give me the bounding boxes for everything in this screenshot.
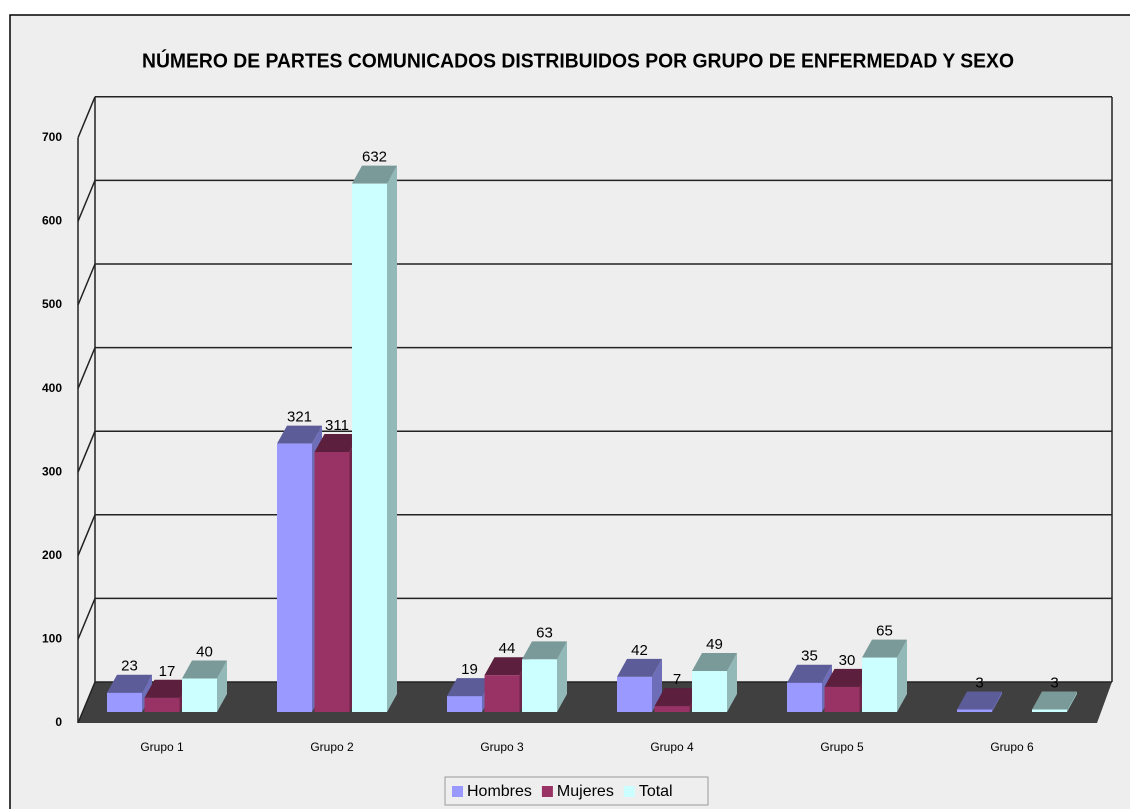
bar-side	[727, 653, 737, 712]
value-label: 311	[325, 417, 349, 434]
y-tick-label: 700	[42, 130, 62, 144]
bar-top	[314, 434, 360, 453]
grid-line	[77, 681, 96, 724]
bar-top	[522, 641, 567, 660]
bar	[654, 706, 690, 712]
value-label: 35	[801, 648, 818, 665]
bar-top	[277, 425, 322, 444]
bar-top	[484, 657, 530, 676]
value-label: 19	[461, 661, 478, 678]
bar-side	[897, 639, 907, 712]
value-label: 40	[196, 644, 213, 661]
bar	[692, 671, 727, 712]
legend	[444, 776, 709, 806]
bar-top	[107, 674, 152, 693]
bar	[352, 183, 387, 712]
y-tick-label: 200	[42, 548, 62, 562]
bar-top	[352, 165, 397, 184]
bar	[144, 697, 180, 712]
x-tick-label: Grupo 6	[990, 740, 1034, 754]
y-tick-label: 500	[42, 297, 62, 311]
legend-label: Total	[639, 783, 673, 800]
bar-top	[447, 678, 492, 697]
legend-swatch	[541, 786, 553, 797]
bar-top	[824, 668, 870, 687]
value-label: 63	[536, 624, 553, 641]
value-label: 42	[631, 642, 648, 659]
x-tick-label: Grupo 4	[650, 740, 694, 754]
grid-line	[77, 598, 96, 640]
value-label: 3	[1050, 674, 1058, 691]
bar	[182, 678, 217, 712]
grid-line	[77, 514, 96, 557]
bar	[957, 709, 992, 712]
bar	[617, 676, 652, 712]
bar	[314, 452, 350, 712]
bar	[1032, 709, 1067, 712]
value-label: 49	[706, 636, 723, 653]
x-tick-label: Grupo 2	[310, 740, 354, 754]
legend-swatch	[452, 786, 463, 797]
y-tick-label: 400	[42, 381, 62, 395]
y-tick-label: 0	[55, 715, 62, 729]
grid-line	[77, 180, 96, 222]
value-label: 7	[673, 671, 681, 688]
bar-top	[957, 691, 1002, 710]
bar	[824, 686, 860, 712]
bar-top	[654, 688, 700, 707]
bar-top	[144, 679, 190, 698]
chart-title: NÚMERO DE PARTES COMUNICADOS DISTRIBUIDO…	[142, 48, 1014, 72]
bar-top	[787, 664, 832, 683]
value-label: 321	[287, 409, 312, 426]
bar-top	[692, 653, 737, 672]
legend-label: Hombres	[467, 783, 532, 800]
value-label: 65	[876, 623, 893, 640]
bar	[107, 692, 142, 712]
grid-line	[77, 96, 96, 139]
x-tick-label: Grupo 1	[140, 740, 184, 754]
bar-side	[387, 165, 397, 712]
bar	[522, 659, 557, 712]
value-label: 30	[839, 652, 856, 669]
bar-side	[992, 691, 1002, 712]
bar	[787, 682, 822, 712]
bar	[447, 696, 482, 712]
grid-line	[77, 263, 96, 306]
bar	[484, 675, 520, 712]
value-label: 632	[362, 149, 387, 166]
y-tick-label: 300	[42, 464, 62, 478]
x-tick-label: Grupo 5	[820, 740, 864, 754]
grid-line	[77, 347, 96, 389]
legend-label: Mujeres	[557, 783, 614, 800]
bar-top	[182, 660, 227, 679]
bar-side	[1067, 691, 1077, 712]
bar-top	[617, 658, 662, 677]
bar-top	[1032, 691, 1077, 710]
value-label: 44	[499, 640, 516, 657]
floor	[78, 682, 1112, 723]
bar-side	[652, 658, 662, 712]
bar	[862, 657, 897, 712]
bar	[277, 443, 312, 712]
grid-line	[77, 430, 96, 473]
bar-side	[217, 660, 227, 712]
bar-side	[557, 641, 567, 712]
y-tick-label: 600	[42, 214, 62, 228]
x-tick-label: Grupo 3	[480, 740, 524, 754]
legend-swatch	[623, 786, 635, 797]
value-label: 3	[975, 674, 983, 691]
y-tick-label: 100	[42, 632, 62, 646]
value-label: 23	[121, 658, 138, 675]
value-label: 17	[159, 663, 176, 680]
bar-top	[862, 639, 907, 658]
